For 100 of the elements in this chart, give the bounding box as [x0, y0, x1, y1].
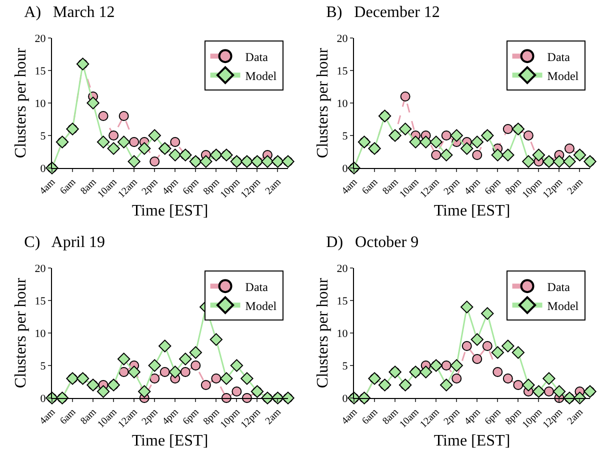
point — [232, 386, 242, 396]
x-tick-label: 6am — [58, 176, 78, 197]
point — [230, 359, 244, 372]
y-axis-title: Clusters per hour — [12, 277, 30, 388]
point — [170, 137, 180, 147]
x-tick-label: 2am — [263, 176, 284, 197]
x-tick-label: 6am — [360, 176, 380, 197]
point — [544, 386, 554, 396]
x-tick-label: 8am — [380, 406, 401, 427]
y-tick-label: 0 — [40, 392, 46, 405]
point — [452, 374, 462, 384]
point — [532, 148, 546, 162]
point — [118, 111, 129, 121]
x-tick-label: 2pm — [442, 406, 462, 428]
point — [460, 142, 474, 155]
point — [128, 155, 140, 168]
x-tick-label: 8pm — [503, 406, 524, 428]
y-tick-label: 0 — [342, 392, 348, 405]
point — [470, 333, 484, 346]
x-tick-label: 2pm — [442, 176, 462, 198]
x-axis-title: Time [EST] — [434, 202, 510, 220]
point — [117, 136, 130, 148]
legend-label: Model — [245, 298, 278, 313]
point — [430, 136, 442, 148]
point — [158, 340, 172, 352]
point — [522, 155, 535, 168]
point — [492, 367, 503, 377]
point — [189, 346, 202, 359]
y-tick-label: 10 — [34, 98, 46, 110]
legend-label: Data — [547, 280, 571, 294]
x-tick-label: 6pm — [180, 176, 202, 198]
y-tick-label: 0 — [40, 162, 46, 175]
point — [491, 346, 504, 359]
y-tick-label: 5 — [342, 360, 348, 372]
point — [138, 385, 151, 398]
y-tick-label: 10 — [336, 328, 348, 340]
point — [450, 129, 463, 142]
x-tick-label: 4am — [38, 406, 58, 427]
legend-label: Data — [245, 50, 269, 64]
point — [482, 341, 492, 351]
point — [563, 155, 576, 168]
y-tick-label: 10 — [34, 328, 46, 340]
point — [409, 136, 422, 148]
point — [419, 366, 432, 378]
point — [419, 136, 432, 148]
y-tick-label: 20 — [336, 32, 348, 45]
y-tick-label: 20 — [336, 262, 348, 275]
y-tick-label: 0 — [342, 162, 348, 175]
point — [400, 92, 410, 102]
legend-label: Data — [245, 280, 269, 294]
point — [210, 333, 223, 346]
point — [108, 130, 119, 140]
point — [150, 156, 160, 166]
point — [491, 148, 504, 162]
point — [128, 366, 140, 378]
point — [129, 137, 140, 147]
point — [481, 307, 494, 320]
point — [190, 360, 201, 370]
x-axis-title: Time [EST] — [434, 432, 510, 450]
point — [472, 150, 482, 160]
point — [200, 155, 212, 168]
point — [96, 385, 110, 398]
point — [450, 359, 463, 372]
point — [522, 378, 535, 392]
point — [98, 111, 108, 121]
x-tick-label: 2am — [565, 406, 586, 427]
point — [160, 367, 170, 377]
x-tick-label: 8am — [78, 176, 99, 197]
point — [138, 142, 151, 155]
point — [502, 374, 513, 384]
legend-label: Model — [547, 68, 580, 83]
point — [440, 378, 453, 392]
x-tick-label: 8am — [78, 406, 99, 427]
point — [107, 142, 120, 155]
point — [552, 385, 566, 398]
point — [96, 136, 110, 148]
chart-title: D) October 9 — [326, 234, 419, 251]
x-tick-label: 4pm — [160, 406, 181, 428]
y-tick-label: 15 — [336, 295, 348, 308]
point — [398, 122, 412, 136]
point — [441, 130, 452, 140]
x-tick-label: 8pm — [503, 176, 524, 198]
point — [440, 148, 453, 162]
x-tick-label: 8pm — [201, 176, 222, 198]
point — [200, 380, 211, 390]
y-tick-label: 15 — [34, 65, 46, 78]
x-tick-label: 6pm — [482, 176, 504, 198]
x-tick-label: 4pm — [462, 176, 483, 198]
y-tick-label: 20 — [34, 32, 46, 45]
point — [211, 374, 222, 384]
x-tick-label: 4pm — [160, 176, 181, 198]
y-tick-label: 5 — [40, 360, 46, 372]
x-tick-label: 2am — [565, 176, 586, 197]
point — [470, 136, 484, 148]
x-tick-label: 4pm — [462, 406, 483, 428]
x-tick-label: 6am — [360, 406, 380, 427]
y-tick-label: 15 — [336, 65, 348, 78]
chart-title: B) December 12 — [326, 4, 440, 21]
point — [502, 340, 514, 352]
x-axis-title: Time [EST] — [132, 432, 208, 450]
